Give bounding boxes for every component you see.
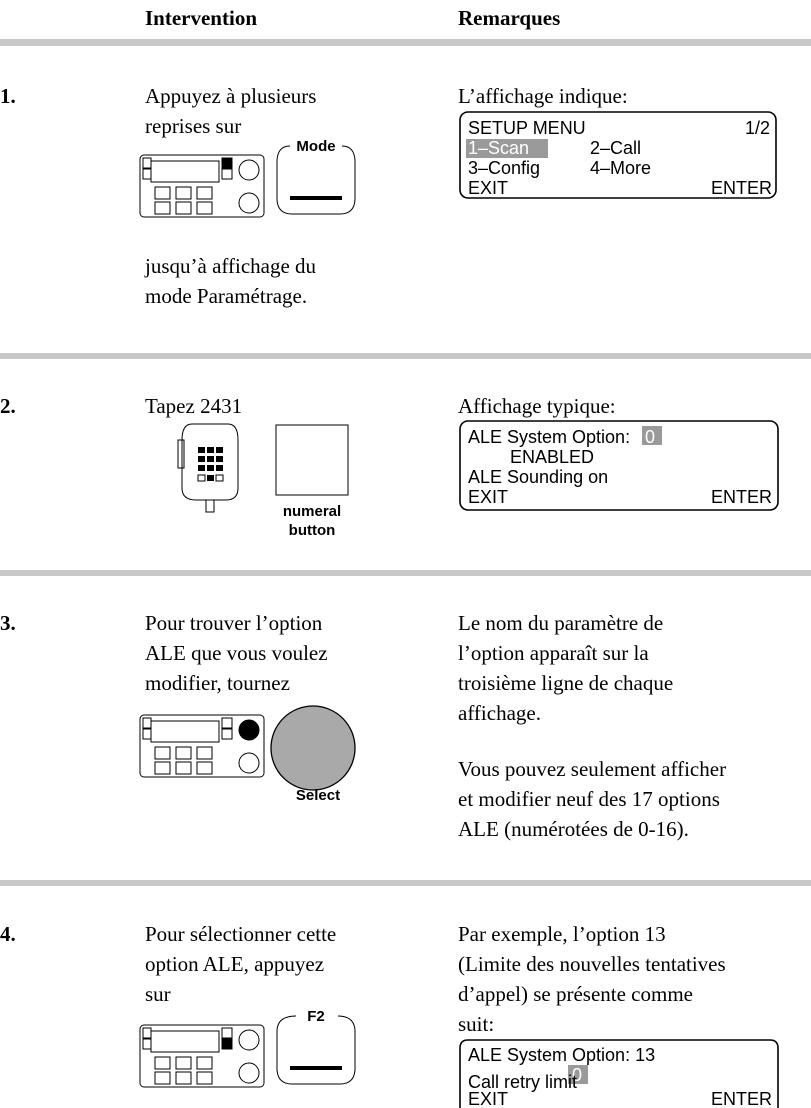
lcd-text: ENTER bbox=[711, 487, 772, 507]
remark: et modifier neuf des 17 options bbox=[458, 787, 720, 811]
column-header: Intervention bbox=[145, 6, 257, 30]
lcd-text: ENTER bbox=[711, 178, 772, 198]
remark: d’appel) se présente comme bbox=[458, 982, 693, 1006]
button-label: Select bbox=[296, 787, 340, 804]
remark: affichage. bbox=[458, 701, 541, 725]
remark: Par exemple, l’option 13 bbox=[458, 922, 666, 946]
button-label: F2 bbox=[307, 1008, 325, 1025]
lcd-text: 3–Config bbox=[468, 158, 540, 178]
step-number: 1. bbox=[0, 84, 16, 108]
instruction: reprises sur bbox=[145, 114, 241, 138]
instruction: Tapez 2431 bbox=[145, 394, 242, 418]
radio-icon bbox=[139, 1024, 265, 1088]
step-number: 4. bbox=[0, 922, 16, 946]
lcd-text: ENTER bbox=[711, 1089, 772, 1108]
lcd-text: Call retry limit bbox=[468, 1072, 577, 1092]
instruction: Pour trouver l’option bbox=[145, 611, 323, 635]
instruction: Pour sélectionner cette bbox=[145, 922, 336, 946]
instruction: jusqu’à affichage du bbox=[144, 254, 317, 278]
lcd-display: ALE System Option: 13 0 Call retry limit… bbox=[459, 1039, 779, 1108]
instruction: sur bbox=[145, 982, 171, 1006]
lcd-display: ALE System Option: 0 ENABLED ALE Soundin… bbox=[459, 420, 779, 511]
step-number: 3. bbox=[0, 611, 16, 635]
radio-icon bbox=[139, 714, 265, 778]
lcd-text: 1/2 bbox=[745, 118, 770, 138]
lcd-text: ALE System Option: 13 bbox=[468, 1045, 655, 1065]
remark: ALE (numérotées de 0-16). bbox=[458, 817, 689, 841]
instruction: Appuyez à plusieurs bbox=[145, 84, 316, 108]
lcd-text: 2–Call bbox=[590, 138, 641, 158]
lcd-text: ENABLED bbox=[510, 447, 594, 467]
lcd-text: ALE System Option: bbox=[468, 427, 630, 447]
remark: (Limite des nouvelles tentatives bbox=[458, 952, 726, 976]
remark: troisième ligne de chaque bbox=[458, 671, 673, 695]
lcd-text: SETUP MENU bbox=[468, 118, 586, 138]
rule bbox=[0, 353, 811, 359]
instruction: mode Paramétrage. bbox=[145, 284, 307, 308]
lcd-text: ALE Sounding on bbox=[468, 467, 608, 487]
lcd-display: SETUP MENU 1/2 1–Scan 2–Call 3–Config 4–… bbox=[459, 111, 777, 199]
lcd-text: 0 bbox=[572, 1065, 582, 1085]
remark: Le nom du paramètre de bbox=[458, 611, 663, 635]
remark: L’affichage indique: bbox=[458, 84, 628, 108]
lcd-text: EXIT bbox=[468, 1089, 508, 1108]
lcd-text: 0 bbox=[645, 427, 655, 447]
mode-button: Mode bbox=[276, 138, 356, 215]
microphone-icon bbox=[177, 423, 239, 513]
f2-button: F2 bbox=[276, 1008, 356, 1085]
column-header: Remarques bbox=[458, 6, 560, 30]
rule bbox=[0, 880, 811, 886]
remark: Vous pouvez seulement afficher bbox=[458, 757, 726, 781]
lcd-text: 4–More bbox=[590, 158, 651, 178]
numeral-button bbox=[275, 424, 349, 496]
rule bbox=[0, 570, 811, 576]
rule bbox=[0, 39, 811, 46]
remark: Affichage typique: bbox=[458, 394, 616, 418]
instruction: ALE que vous voulez bbox=[145, 641, 328, 665]
button-label: numeral bbox=[283, 503, 341, 520]
button-label: Mode bbox=[296, 138, 335, 155]
radio-icon bbox=[139, 154, 265, 218]
button-label: button bbox=[289, 522, 336, 539]
instruction: option ALE, appuyez bbox=[145, 952, 324, 976]
step-number: 2. bbox=[0, 394, 16, 418]
lcd-text: 1–Scan bbox=[468, 138, 529, 158]
lcd-text: EXIT bbox=[468, 487, 508, 507]
select-knob bbox=[270, 705, 356, 791]
remark: l’option apparaît sur la bbox=[458, 641, 649, 665]
remark: suit: bbox=[458, 1012, 494, 1036]
instruction: modifier, tournez bbox=[145, 671, 290, 695]
lcd-text: EXIT bbox=[468, 178, 508, 198]
